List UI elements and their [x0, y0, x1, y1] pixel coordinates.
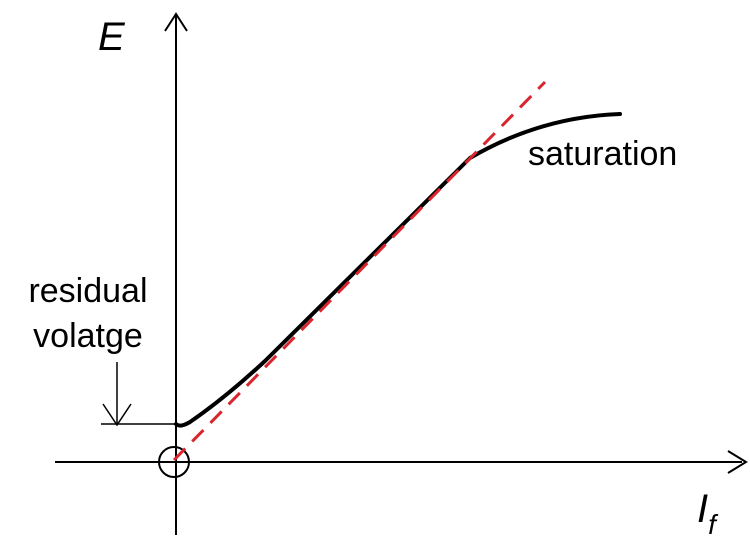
x-axis-arrowhead — [727, 450, 748, 474]
x-axis-label-subscript: f — [708, 509, 719, 538]
y-axis-arrowhead — [164, 12, 188, 32]
residual-label-line2: volatge — [33, 317, 143, 355]
residual-arrowhead — [102, 403, 132, 427]
x-axis-label-main: I — [697, 487, 708, 531]
air-gap-line — [172, 80, 547, 462]
saturation-label: saturation — [528, 135, 677, 173]
origin-marker — [158, 446, 190, 478]
residual-label-line1: residual — [28, 272, 147, 310]
magnetization-curve — [174, 112, 622, 428]
y-axis-label: E — [98, 15, 126, 59]
x-axis-label: If — [697, 487, 719, 538]
